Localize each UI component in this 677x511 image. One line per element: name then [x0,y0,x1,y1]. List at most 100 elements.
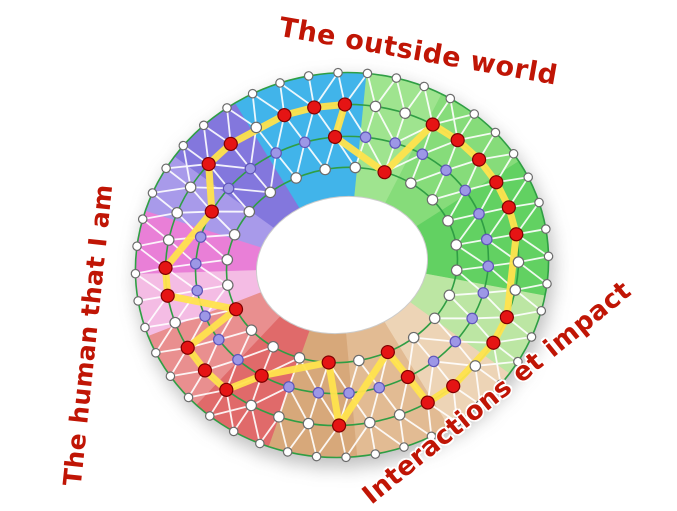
node [512,256,525,268]
red-node [400,369,415,385]
red-node [380,344,395,360]
node [204,411,215,421]
node [445,93,456,104]
node [298,136,311,149]
node [495,379,506,390]
node [189,257,202,270]
node [513,356,523,367]
node [526,332,537,342]
node [541,224,551,234]
node [191,284,204,297]
donut-group [130,67,554,463]
red-node [254,368,269,383]
node [275,78,285,88]
node [319,163,331,176]
node [373,381,386,394]
node [290,172,302,184]
red-node [219,382,234,397]
node [222,182,235,195]
node [302,417,315,430]
node [473,208,485,220]
node [194,231,207,243]
red-node [501,200,516,215]
red-node [489,175,504,190]
node [293,351,306,364]
node [440,164,452,177]
node [244,162,257,175]
node [469,360,482,372]
node [232,353,244,366]
red-node [499,310,514,325]
node [419,81,429,92]
node [399,107,411,119]
red-node [321,355,336,370]
red-node [204,204,219,219]
node [523,172,534,183]
node [482,260,495,273]
node [341,452,351,463]
node [140,322,150,333]
node [480,233,493,246]
red-node [223,136,238,152]
node [198,120,209,131]
node [283,381,295,393]
node [534,197,544,208]
red-node [158,260,173,276]
node [267,340,279,353]
red-node [160,288,175,303]
red-node [446,378,461,394]
node [475,399,486,410]
node [509,284,522,296]
red-node [337,97,353,112]
node [221,253,234,266]
node [407,331,420,344]
node [130,268,141,279]
node [282,447,293,457]
node [199,310,211,322]
node [442,215,454,227]
red-node [277,108,292,123]
node [184,181,197,194]
node [543,251,554,262]
node [391,73,402,83]
node [221,279,234,291]
red-node [420,395,435,410]
node [459,184,472,197]
node [228,228,241,241]
node [449,335,462,348]
node [165,371,176,382]
red-node [486,335,501,350]
node [247,88,258,99]
node [469,109,480,119]
node [416,148,429,161]
node [255,438,265,449]
node [222,103,232,113]
node [536,306,547,316]
node [161,163,171,174]
node [147,188,158,198]
node [264,186,277,199]
node [490,127,501,138]
red-node [228,302,244,317]
node [426,431,437,442]
red-node [201,156,216,172]
node [137,214,148,224]
red-node [471,152,487,167]
node [393,409,406,421]
node [349,161,362,174]
node [303,71,314,81]
red-node [425,117,440,132]
node [508,148,519,159]
red-node [450,133,465,148]
node [450,239,463,251]
node [169,316,181,329]
node [178,140,189,151]
node [428,312,441,325]
center-hole [255,195,429,335]
node [427,355,440,368]
node [370,449,381,459]
red-node [327,129,343,145]
node [183,392,194,403]
red-node [307,100,322,115]
